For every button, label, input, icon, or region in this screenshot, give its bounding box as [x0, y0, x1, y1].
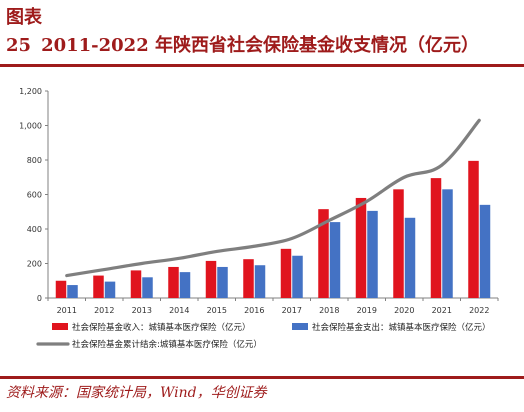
- x-tick-label: 2018: [319, 306, 339, 315]
- y-tick-label: 800: [27, 156, 42, 165]
- chart-lines: [65, 118, 481, 278]
- x-tick-label: 2021: [432, 306, 452, 315]
- legend-income-label: 社会保险基金收入：城镇基本医疗保险（亿元）: [72, 322, 251, 333]
- figure-number: 25: [6, 35, 32, 56]
- x-tick-label: 2016: [244, 306, 264, 315]
- expense-bar: [67, 285, 78, 298]
- chart-axes: 0 200 400 600 800 1,000 1,200 2011 2012 2013 2014 2…: [19, 87, 499, 315]
- expense-bar: [404, 217, 416, 298]
- y-tick-label: 1,200: [19, 87, 42, 96]
- x-tick-label: 2014: [169, 306, 189, 315]
- y-tick-label: 0: [37, 294, 42, 303]
- x-tick-label: 2020: [394, 306, 414, 315]
- figure-title: 2011-2022 年陕西省社会保险基金收支情况（亿元）: [41, 35, 479, 56]
- title-divider: [0, 64, 524, 67]
- x-tick-label: 2011: [57, 306, 77, 315]
- income-bar: [168, 266, 179, 298]
- expense-bar: [329, 222, 341, 298]
- x-tick-label: 2015: [207, 306, 227, 315]
- chart-title: 图表 25 2011-2022 年陕西省社会保险基金收支情况（亿元）: [6, 4, 518, 60]
- income-bar: [280, 248, 292, 298]
- chart-bars: [55, 160, 491, 298]
- expense-bar: [254, 265, 266, 298]
- income-bar: [243, 259, 254, 298]
- income-bar: [355, 197, 367, 298]
- x-tick-label: 2022: [469, 306, 489, 315]
- expense-bar: [367, 210, 378, 298]
- expense-bar: [217, 266, 228, 298]
- expense-bar: [142, 277, 153, 298]
- expense-bar: [292, 255, 303, 298]
- income-bar: [318, 209, 329, 298]
- income-bar: [130, 270, 142, 298]
- income-bar: [205, 260, 217, 298]
- income-bar: [93, 275, 104, 298]
- y-tick-label: 400: [27, 225, 42, 234]
- expense-bar: [479, 204, 491, 298]
- legend-balance-label: 社会保险基金累计结余:城镇基本医疗保险（亿元）: [72, 339, 262, 350]
- legend-expense-label: 社会保险基金支出：城镇基本医疗保险（亿元）: [312, 322, 491, 333]
- expense-bar: [104, 281, 116, 298]
- income-bar: [55, 280, 67, 298]
- chart-legend: 社会保险基金收入：城镇基本医疗保险（亿元） 社会保险基金支出：城镇基本医疗保险（亿…: [36, 322, 491, 350]
- source-divider: [0, 376, 524, 379]
- source-note: 资料来源：国家统计局，Wind，华创证券: [6, 385, 267, 401]
- x-tick-label: 2012: [94, 306, 114, 315]
- y-tick-label: 1,000: [19, 122, 42, 131]
- y-tick-label: 600: [27, 191, 42, 200]
- y-tick-label: 200: [27, 260, 42, 269]
- x-tick-label: 2017: [282, 306, 302, 315]
- figure-label: 图表: [6, 7, 42, 28]
- balance-line: [65, 118, 481, 278]
- x-tick-label: 2019: [357, 306, 377, 315]
- legend-expense-swatch: [292, 323, 308, 330]
- x-tick-label: 2013: [132, 306, 152, 315]
- legend-income-swatch: [52, 323, 68, 330]
- expense-bar: [442, 189, 453, 298]
- expense-bar: [179, 272, 191, 298]
- income-bar: [430, 178, 442, 298]
- income-bar: [468, 160, 479, 298]
- income-bar: [393, 189, 404, 298]
